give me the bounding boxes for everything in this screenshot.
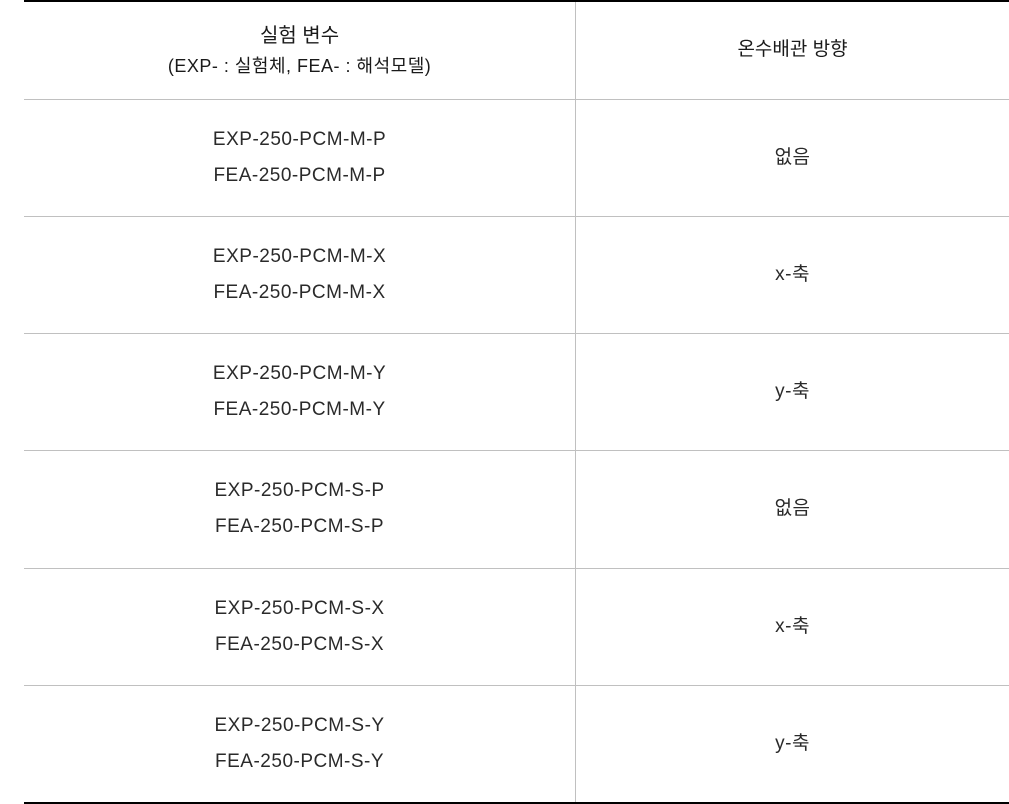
cell-direction: 없음	[576, 99, 1009, 216]
experiment-table: 실험 변수 (EXP- : 실험체, FEA- : 해석모델) 온수배관 방향 …	[24, 0, 1009, 804]
cell-direction: x-축	[576, 568, 1009, 685]
header-variable: 실험 변수 (EXP- : 실험체, FEA- : 해석모델)	[24, 1, 576, 99]
cell-variable: EXP-250-PCM-S-Y FEA-250-PCM-S-Y	[24, 685, 576, 803]
table-row: EXP-250-PCM-S-Y FEA-250-PCM-S-Y y-축	[24, 685, 1009, 803]
variable-line: FEA-250-PCM-M-X	[32, 275, 567, 311]
table-row: EXP-250-PCM-M-Y FEA-250-PCM-M-Y y-축	[24, 334, 1009, 451]
variable-line: FEA-250-PCM-M-P	[32, 158, 567, 194]
variable-line: FEA-250-PCM-S-X	[32, 627, 567, 663]
cell-variable: EXP-250-PCM-S-P FEA-250-PCM-S-P	[24, 451, 576, 568]
header-direction: 온수배관 방향	[576, 1, 1009, 99]
cell-variable: EXP-250-PCM-M-Y FEA-250-PCM-M-Y	[24, 334, 576, 451]
table-row: EXP-250-PCM-S-P FEA-250-PCM-S-P 없음	[24, 451, 1009, 568]
header-variable-main: 실험 변수	[260, 25, 339, 47]
variable-line: EXP-250-PCM-M-Y	[32, 356, 567, 392]
variable-line: EXP-250-PCM-S-P	[32, 473, 567, 509]
table-row: EXP-250-PCM-S-X FEA-250-PCM-S-X x-축	[24, 568, 1009, 685]
table-row: EXP-250-PCM-M-P FEA-250-PCM-M-P 없음	[24, 99, 1009, 216]
variable-line: FEA-250-PCM-M-Y	[32, 392, 567, 428]
variable-line: EXP-250-PCM-M-X	[32, 239, 567, 275]
variable-line: EXP-250-PCM-M-P	[32, 122, 567, 158]
table-body: EXP-250-PCM-M-P FEA-250-PCM-M-P 없음 EXP-2…	[24, 99, 1009, 803]
variable-line: FEA-250-PCM-S-Y	[32, 744, 567, 780]
cell-variable: EXP-250-PCM-M-P FEA-250-PCM-M-P	[24, 99, 576, 216]
cell-direction: 없음	[576, 451, 1009, 568]
table-row: EXP-250-PCM-M-X FEA-250-PCM-M-X x-축	[24, 216, 1009, 333]
experiment-table-container: 실험 변수 (EXP- : 실험체, FEA- : 해석모델) 온수배관 방향 …	[24, 0, 1009, 804]
cell-variable: EXP-250-PCM-M-X FEA-250-PCM-M-X	[24, 216, 576, 333]
cell-variable: EXP-250-PCM-S-X FEA-250-PCM-S-X	[24, 568, 576, 685]
cell-direction: x-축	[576, 216, 1009, 333]
header-direction-main: 온수배관 방향	[737, 39, 847, 60]
variable-line: EXP-250-PCM-S-X	[32, 591, 567, 627]
table-header-row: 실험 변수 (EXP- : 실험체, FEA- : 해석모델) 온수배관 방향	[24, 1, 1009, 99]
variable-line: EXP-250-PCM-S-Y	[32, 708, 567, 744]
cell-direction: y-축	[576, 334, 1009, 451]
header-variable-sub: (EXP- : 실험체, FEA- : 해석모델)	[168, 56, 431, 76]
cell-direction: y-축	[576, 685, 1009, 803]
variable-line: FEA-250-PCM-S-P	[32, 509, 567, 545]
